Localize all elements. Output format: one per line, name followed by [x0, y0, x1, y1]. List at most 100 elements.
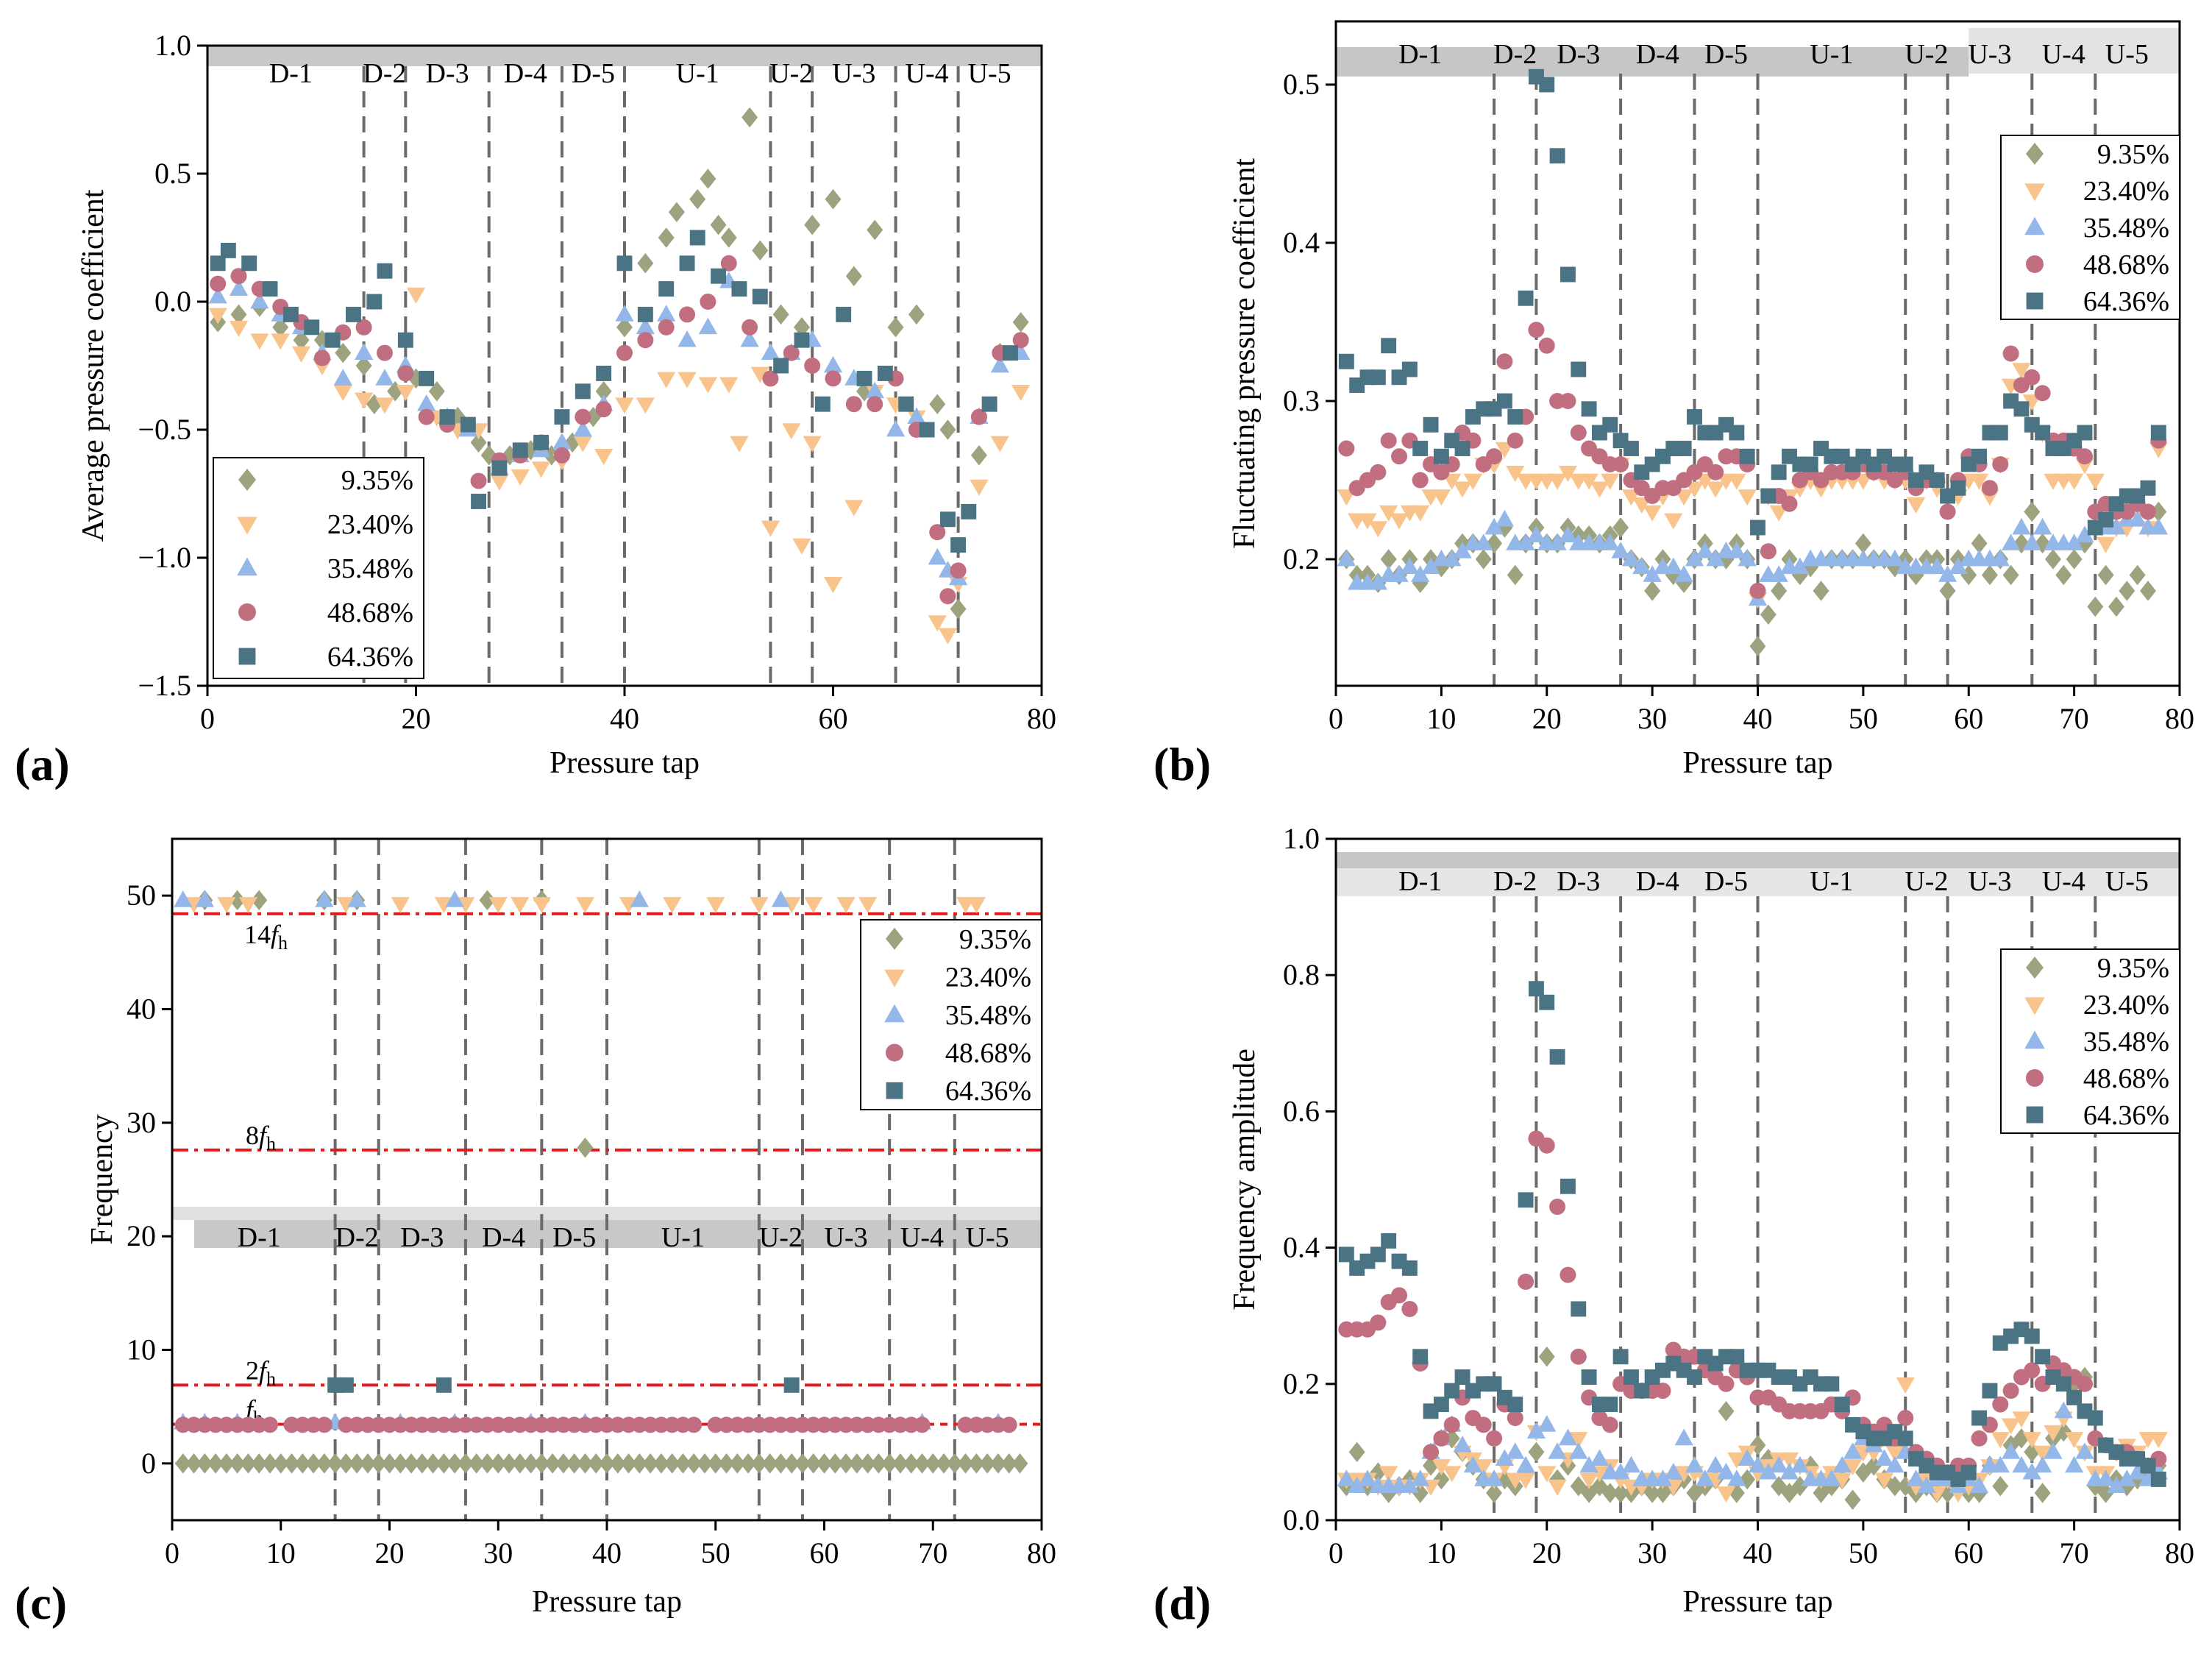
data-point: [1474, 533, 1493, 550]
data-point: [1612, 517, 1629, 538]
legend-marker: [2026, 1069, 2044, 1087]
data-point: [1779, 1452, 1799, 1469]
data-point: [1971, 1430, 1988, 1447]
data-point: [338, 1377, 354, 1393]
data-point: [1579, 1472, 1598, 1489]
data-point: [1011, 385, 1031, 401]
data-point: [859, 1453, 876, 1474]
y-tick-label: 0.4: [1283, 1231, 1320, 1264]
y-tick-label: 20: [127, 1219, 156, 1252]
legend-label: 9.35%: [2097, 953, 2169, 984]
legend-label: 9.35%: [2097, 139, 2169, 170]
data-point: [418, 408, 435, 425]
data-point: [1602, 1397, 1618, 1413]
data-point: [1581, 401, 1597, 417]
data-point: [616, 255, 633, 272]
legend-label: 23.40%: [2083, 176, 2169, 207]
data-point: [1433, 1397, 1449, 1413]
y-tick-label: −0.5: [138, 413, 191, 446]
data-point: [711, 268, 727, 284]
data-point: [1612, 456, 1629, 472]
data-point: [397, 365, 414, 382]
y-tick-label: 0: [141, 1447, 156, 1480]
data-point: [1611, 1462, 1630, 1480]
data-point: [1548, 1479, 1567, 1496]
data-point: [616, 344, 633, 361]
data-point: [1738, 489, 1757, 506]
legend-marker: [238, 648, 256, 665]
data-point: [2129, 564, 2146, 586]
data-point: [2044, 1442, 2063, 1459]
data-point: [1538, 1347, 1555, 1367]
data-point: [210, 255, 226, 272]
y-tick-label: 0.6: [1283, 1094, 1320, 1127]
data-point: [1391, 1287, 1408, 1304]
legend-marker: [2026, 143, 2044, 165]
legend-label: 9.35%: [959, 924, 1031, 955]
data-point: [2096, 536, 2116, 553]
data-point: [990, 436, 1009, 453]
data-point: [630, 890, 649, 907]
legend-marker: [2026, 957, 2044, 979]
data-point: [573, 436, 592, 453]
data-point: [1727, 542, 1746, 558]
x-tick-label: 70: [2060, 1536, 2089, 1569]
y-tick-label: 0.4: [1283, 226, 1320, 259]
data-point: [782, 423, 801, 440]
region-label: U-4: [906, 58, 949, 89]
data-point: [1003, 345, 1018, 361]
region-band: [1336, 868, 2180, 896]
data-point: [761, 520, 780, 537]
data-point: [435, 1453, 452, 1474]
data-point: [936, 1453, 953, 1474]
data-point: [1496, 393, 1512, 409]
data-point: [925, 1453, 942, 1474]
data-point: [750, 897, 769, 914]
data-point: [1507, 564, 1523, 586]
data-point: [616, 317, 633, 338]
data-point: [1368, 573, 1387, 590]
data-point: [1401, 1260, 1418, 1276]
data-point: [207, 1453, 224, 1474]
data-point: [313, 350, 330, 366]
data-point: [1358, 513, 1377, 530]
data-point: [668, 202, 685, 222]
legend: 9.35% 23.40% 35.48% 48.68% 64.36%: [860, 919, 1042, 1110]
data-point: [1507, 1397, 1523, 1413]
data-point: [1411, 565, 1430, 582]
y-tick-label: −1.0: [138, 541, 191, 574]
data-point: [595, 381, 612, 402]
data-point: [762, 370, 779, 387]
data-point: [865, 381, 884, 399]
data-point: [397, 332, 413, 348]
data-point: [1706, 1455, 1725, 1473]
region-label: D-2: [363, 58, 406, 89]
data-point: [1738, 1449, 1757, 1466]
data-point: [1526, 525, 1546, 543]
data-point: [731, 281, 747, 297]
data-point: [1423, 416, 1439, 433]
data-point: [447, 1453, 463, 1474]
data-point: [1929, 472, 1945, 488]
x-tick-label: 60: [810, 1536, 839, 1569]
data-point: [689, 230, 705, 246]
data-point: [1621, 549, 1641, 567]
data-point: [2064, 473, 2084, 490]
region-label: D-5: [1704, 39, 1748, 70]
data-point: [370, 1453, 387, 1474]
data-point: [1644, 1483, 1661, 1503]
data-point: [1370, 1246, 1386, 1263]
data-point: [1706, 549, 1725, 567]
data-point: [532, 897, 551, 914]
data-point: [1528, 322, 1545, 338]
data-point: [2001, 533, 2021, 550]
data-point: [1474, 1459, 1493, 1476]
legend-label: 64.36%: [2083, 1100, 2169, 1131]
data-point: [1824, 1376, 1840, 1392]
data-point: [950, 562, 967, 579]
data-point: [1748, 1455, 1768, 1473]
reference-label: 2fh: [246, 1355, 276, 1389]
data-point: [1643, 565, 1662, 582]
x-tick-label: 0: [1329, 1536, 1343, 1569]
region-label: D-3: [425, 58, 469, 89]
